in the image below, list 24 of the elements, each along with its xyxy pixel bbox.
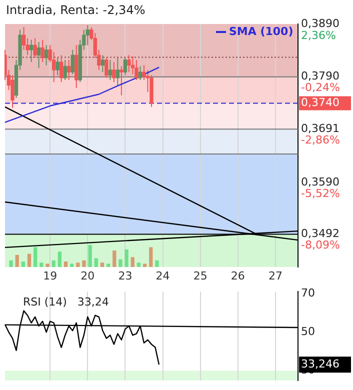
y2-tick-label: 2,36% (301, 28, 336, 42)
x-tick-label: 24 (156, 269, 170, 282)
x-tick-label: 20 (80, 269, 95, 282)
y-tick-label: 0,3790 (301, 70, 340, 83)
x-tick-label: 27 (268, 269, 282, 282)
y2-tick-label: -2,86% (301, 134, 340, 147)
x-tick-label: 23 (118, 269, 132, 282)
y-tick-label: 70 (301, 286, 315, 300)
y-tick-label: 0,3890 (301, 16, 340, 30)
y2-tick-label: -0,24% (301, 81, 340, 94)
ref-line-label: 0,3740 (301, 96, 340, 110)
y2-tick-label: -8,09% (301, 238, 340, 252)
y-tick-label: 0,3590 (301, 175, 340, 188)
chart-title: Intradia, Renta: -2,34% (6, 3, 146, 18)
y-tick-label: 0,3691 (301, 122, 340, 135)
y-tick-label: 0,3492 (301, 227, 340, 240)
x-tick-label: 25 (193, 269, 208, 282)
chart-title: RSI (14) 33,24 (23, 295, 109, 308)
y-tick-label: 50 (301, 325, 315, 338)
legend-label: SMA (100) (229, 24, 294, 38)
x-tick-label: 19 (43, 269, 58, 282)
x-tick-label: 26 (230, 269, 245, 282)
text: 33,246 (301, 357, 340, 370)
y2-tick-label: -5,52% (301, 187, 340, 200)
